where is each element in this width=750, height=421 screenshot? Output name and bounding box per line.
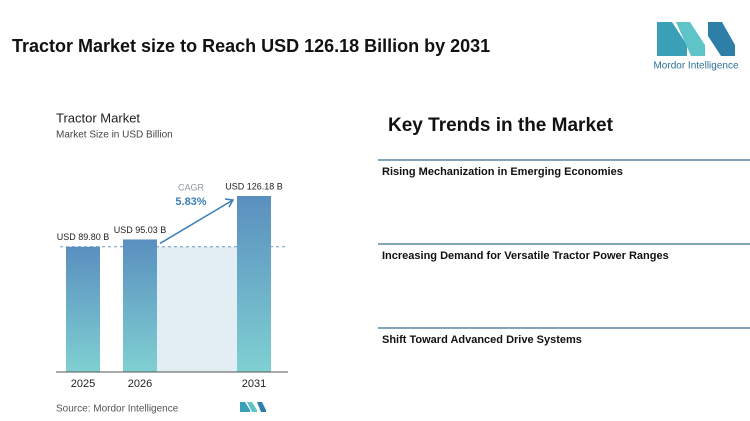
cagr-value: 5.83% <box>175 196 206 208</box>
page-title: Tractor Market size to Reach USD 126.18 … <box>12 36 490 56</box>
cagr-label: CAGR <box>178 182 205 192</box>
cagr-band <box>157 246 237 372</box>
trend-item: Rising Mechanization in Emerging Economi… <box>382 166 623 178</box>
value-label: USD 95.03 B <box>114 225 167 235</box>
logo <box>657 22 735 56</box>
chart-title: Tractor Market <box>56 110 140 125</box>
x-tick-label: 2031 <box>242 378 266 390</box>
bar <box>237 196 271 372</box>
trends-title: Key Trends in the Market <box>388 115 614 136</box>
x-tick-label: 2026 <box>128 378 152 390</box>
value-label: USD 126.18 B <box>225 181 283 191</box>
trend-item: Shift Toward Advanced Drive Systems <box>382 334 582 346</box>
small-logo <box>240 402 266 412</box>
source: Source: Mordor Intelligence <box>56 404 179 415</box>
brand: Mordor Intelligence <box>653 61 738 72</box>
chart-subtitle: Market Size in USD Billion <box>56 130 173 141</box>
cagr-arrowhead <box>224 198 235 208</box>
cagr-arrow <box>159 199 234 245</box>
trend-item: Increasing Demand for Versatile Tractor … <box>382 250 669 262</box>
x-tick-label: 2025 <box>71 378 95 390</box>
bar <box>123 239 157 372</box>
value-label: USD 89.80 B <box>57 232 110 242</box>
bar <box>66 246 100 372</box>
